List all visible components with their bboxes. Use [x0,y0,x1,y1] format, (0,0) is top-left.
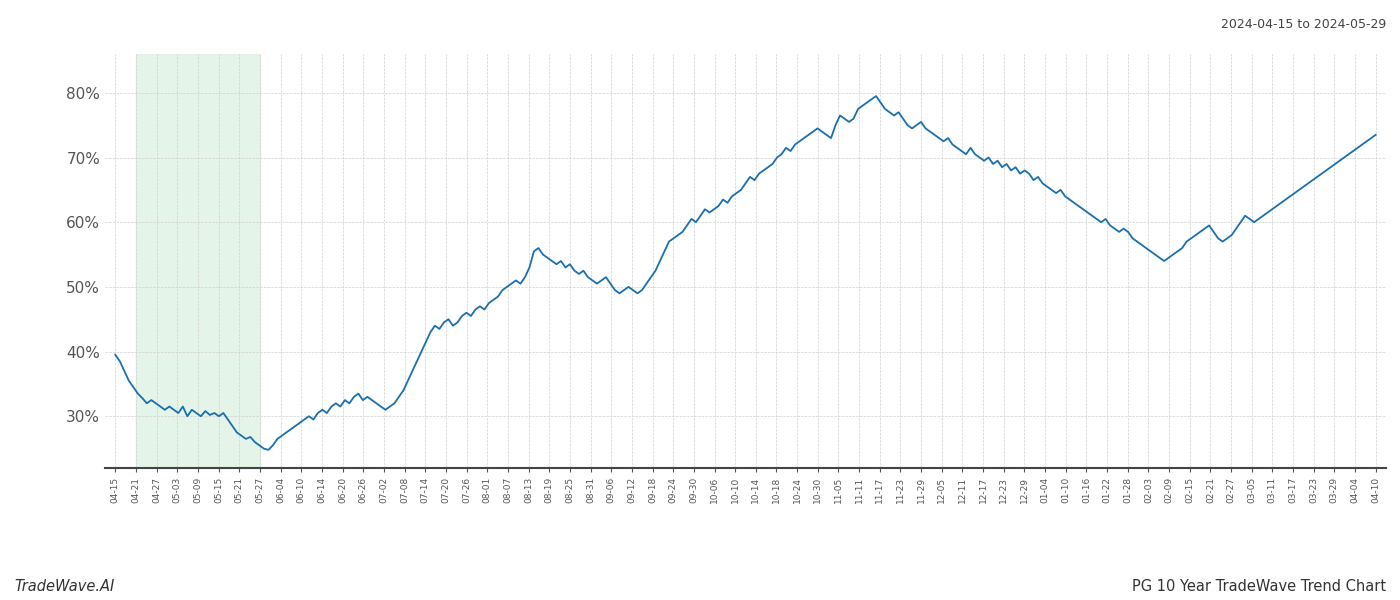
Text: TradeWave.AI: TradeWave.AI [14,579,115,594]
Text: 2024-04-15 to 2024-05-29: 2024-04-15 to 2024-05-29 [1221,18,1386,31]
Bar [136,54,260,468]
Text: PG 10 Year TradeWave Trend Chart: PG 10 Year TradeWave Trend Chart [1131,579,1386,594]
